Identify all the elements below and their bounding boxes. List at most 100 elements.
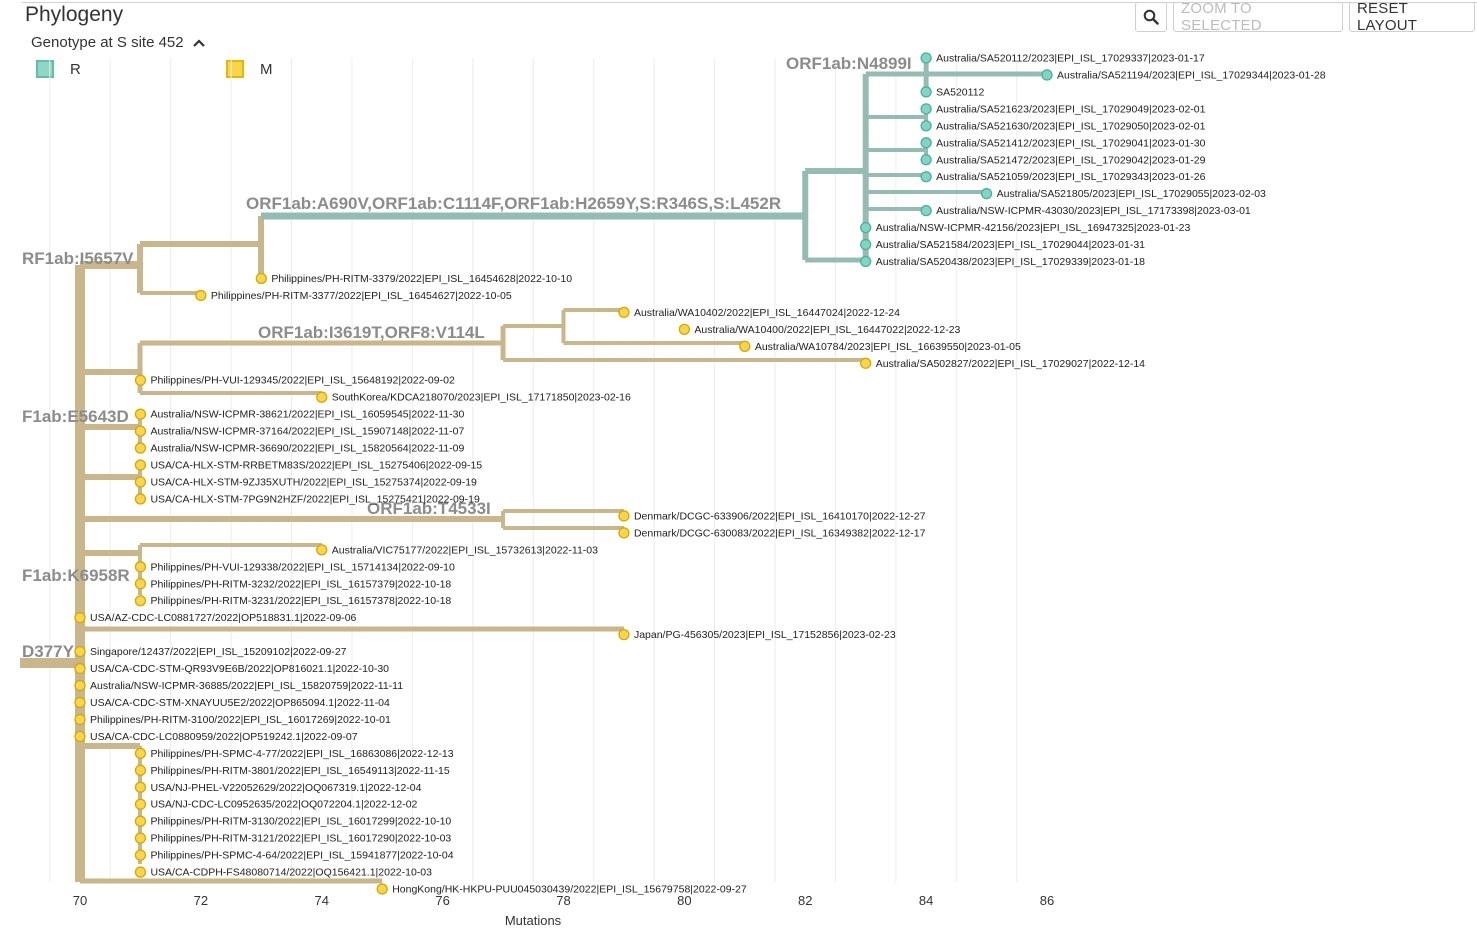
- tip-label[interactable]: USA/CA-CDC-LC0880959/2022|OP519242.1|202…: [90, 731, 358, 743]
- tip-node[interactable]: [678, 323, 691, 336]
- legend-item-m[interactable]: M: [226, 60, 273, 78]
- tip-label[interactable]: Australia/SA521805/2023|EPI_ISL_17029055…: [997, 188, 1266, 200]
- tip-node[interactable]: [920, 154, 932, 166]
- search-icon-button[interactable]: [1135, 2, 1167, 32]
- tip-node[interactable]: [255, 272, 267, 285]
- tip-label[interactable]: USA/CA-CDPH-FS48080714/2022|OQ156421.1|2…: [150, 867, 432, 879]
- tip-label[interactable]: Philippines/PH-VUI-129345/2022|EPI_ISL_1…: [150, 375, 455, 387]
- tip-label[interactable]: Singapore/12437/2022|EPI_ISL_15209102|20…: [90, 646, 347, 658]
- tip-label[interactable]: Philippines/PH-RITM-3130/2022|EPI_ISL_16…: [150, 816, 451, 828]
- tip-node[interactable]: [74, 713, 86, 726]
- tip-node[interactable]: [134, 849, 147, 861]
- tip-node[interactable]: [74, 645, 86, 658]
- tip-label[interactable]: Australia/WA10400/2022|EPI_ISL_16447022|…: [694, 324, 960, 336]
- tip-label[interactable]: USA/CA-HLX-STM-RRBETM83S/2022|EPI_ISL_15…: [150, 460, 482, 472]
- tip-node[interactable]: [134, 493, 147, 505]
- tip-node[interactable]: [134, 595, 147, 607]
- tip-label[interactable]: Philippines/PH-RITM-3377/2022|EPI_ISL_16…: [211, 290, 512, 302]
- tip-label[interactable]: Australia/WA10784/2023|EPI_ISL_16639550|…: [755, 341, 1021, 353]
- tip-node[interactable]: [74, 730, 86, 743]
- chevron-up-icon[interactable]: [192, 38, 206, 48]
- reset-layout-button[interactable]: RESET LAYOUT: [1349, 0, 1475, 34]
- tip-node[interactable]: [920, 171, 932, 183]
- tip-label[interactable]: Philippines/PH-VUI-129338/2022|EPI_ISL_1…: [150, 561, 455, 573]
- tip-node[interactable]: [618, 306, 630, 319]
- tip-label[interactable]: Denmark/DCGC-630083/2022|EPI_ISL_1634938…: [634, 527, 926, 539]
- tip-label[interactable]: Australia/WA10402/2022|EPI_ISL_16447024|…: [634, 307, 900, 319]
- tip-label[interactable]: HongKong/HK-HKPU-PUU045030439/2022|EPI_I…: [392, 884, 747, 896]
- tip-label[interactable]: Australia/NSW-ICPMR-36690/2022|EPI_ISL_1…: [150, 443, 464, 455]
- tip-node[interactable]: [134, 747, 147, 760]
- tip-label[interactable]: USA/CA-CDC-STM-QR93V9E6B/2022|OP816021.1…: [90, 663, 389, 675]
- tip-node[interactable]: [134, 425, 147, 437]
- tip-node[interactable]: [316, 544, 328, 556]
- tip-node[interactable]: [134, 408, 147, 420]
- tip-node[interactable]: [74, 662, 86, 675]
- tip-label[interactable]: USA/CA-HLX-STM-9ZJ35XUTH/2022|EPI_ISL_15…: [150, 477, 477, 489]
- tip-node[interactable]: [134, 578, 147, 590]
- tip-label[interactable]: Philippines/PH-RITM-3121/2022|EPI_ISL_16…: [150, 833, 451, 845]
- tip-node[interactable]: [618, 510, 630, 522]
- tip-node[interactable]: [920, 103, 932, 115]
- tip-label[interactable]: Australia/SA521194/2023|EPI_ISL_17029344…: [1057, 69, 1326, 81]
- tip-node[interactable]: [134, 815, 147, 827]
- tip-label[interactable]: Australia/SA521584/2023|EPI_ISL_17029044…: [876, 239, 1145, 251]
- tip-node[interactable]: [316, 391, 328, 403]
- tip-label[interactable]: Australia/SA521472/2023|EPI_ISL_17029042…: [936, 154, 1205, 166]
- tip-node[interactable]: [134, 866, 147, 878]
- tip-node[interactable]: [134, 561, 147, 573]
- tip-node[interactable]: [74, 696, 86, 709]
- tip-node[interactable]: [195, 289, 207, 302]
- tip-node[interactable]: [74, 612, 86, 624]
- tip-node[interactable]: [920, 204, 932, 217]
- tip-label[interactable]: Australia/SA520438/2023|EPI_ISL_17029339…: [876, 256, 1145, 268]
- tip-node[interactable]: [618, 628, 630, 641]
- tip-node[interactable]: [134, 459, 147, 471]
- tip-label[interactable]: Australia/SA521059/2023|EPI_ISL_17029343…: [936, 171, 1205, 183]
- tip-label[interactable]: Philippines/PH-SPMC-4-77/2022|EPI_ISL_16…: [150, 748, 453, 760]
- tip-node[interactable]: [860, 255, 872, 268]
- tip-label[interactable]: Philippines/PH-RITM-3801/2022|EPI_ISL_16…: [150, 765, 449, 777]
- tip-node[interactable]: [980, 188, 993, 200]
- tip-label[interactable]: Australia/NSW-ICPMR-38621/2022|EPI_ISL_1…: [150, 409, 464, 421]
- tip-label[interactable]: Australia/NSW-ICPMR-36885/2022|EPI_ISL_1…: [90, 680, 403, 692]
- tip-node[interactable]: [739, 340, 751, 352]
- tip-label[interactable]: Denmark/DCGC-633906/2022|EPI_ISL_1641017…: [634, 510, 926, 522]
- tip-label[interactable]: Australia/NSW-ICPMR-43030/2023|EPI_ISL_1…: [936, 205, 1251, 217]
- tip-label[interactable]: Australia/SA521630/2023|EPI_ISL_17029050…: [936, 120, 1205, 132]
- tip-label[interactable]: Australia/SA502827/2022|EPI_ISL_17029027…: [876, 358, 1145, 370]
- tip-node[interactable]: [1041, 69, 1053, 81]
- tip-label[interactable]: Australia/SA521623/2023|EPI_ISL_17029049…: [936, 103, 1205, 115]
- tip-node[interactable]: [920, 120, 932, 132]
- tip-label[interactable]: USA/AZ-CDC-LC0881727/2022|OP518831.1|202…: [90, 612, 357, 624]
- tip-node[interactable]: [134, 832, 147, 844]
- tip-node[interactable]: [134, 781, 147, 793]
- tip-node[interactable]: [860, 238, 872, 251]
- tip-node[interactable]: [134, 442, 147, 454]
- legend-title[interactable]: Genotype at S site 452: [31, 34, 206, 51]
- tip-node[interactable]: [134, 374, 147, 386]
- tip-label[interactable]: Philippines/PH-RITM-3231/2022|EPI_ISL_16…: [150, 595, 451, 607]
- tip-node[interactable]: [134, 476, 147, 488]
- tip-node[interactable]: [920, 137, 932, 149]
- zoom-to-selected-button[interactable]: ZOOM TO SELECTED: [1173, 0, 1343, 34]
- tip-label[interactable]: USA/CA-CDC-STM-XNAYUU5E2/2022|OP865094.1…: [90, 697, 390, 709]
- tip-label[interactable]: Australia/SA521412/2023|EPI_ISL_17029041…: [936, 137, 1205, 149]
- tip-node[interactable]: [74, 679, 86, 692]
- tip-node[interactable]: [376, 883, 388, 895]
- tip-node[interactable]: [134, 764, 147, 776]
- tip-label[interactable]: Australia/NSW-ICPMR-37164/2022|EPI_ISL_1…: [150, 426, 464, 438]
- tip-node[interactable]: [860, 221, 872, 234]
- tip-label[interactable]: Australia/NSW-ICPMR-42156/2023|EPI_ISL_1…: [876, 222, 1191, 234]
- tip-node[interactable]: [920, 86, 932, 98]
- tip-label[interactable]: Philippines/PH-SPMC-4-64/2022|EPI_ISL_15…: [150, 850, 453, 862]
- tip-label[interactable]: USA/CA-HLX-STM-7PG9N2HZF/2022|EPI_ISL_15…: [150, 493, 480, 505]
- tip-label[interactable]: USA/NJ-PHEL-V22052629/2022|OQ067319.1|20…: [150, 782, 421, 794]
- tip-label[interactable]: SouthKorea/KDCA218070/2023|EPI_ISL_17171…: [332, 392, 631, 404]
- tip-label[interactable]: USA/NJ-CDC-LC0952635/2022|OQ072204.1|202…: [150, 799, 417, 811]
- tip-label[interactable]: Australia/VIC75177/2022|EPI_ISL_15732613…: [332, 544, 598, 556]
- tip-label[interactable]: Philippines/PH-RITM-3100/2022|EPI_ISL_16…: [90, 714, 391, 726]
- tip-label[interactable]: SA520112: [936, 86, 984, 98]
- tip-label[interactable]: Philippines/PH-RITM-3232/2022|EPI_ISL_16…: [150, 578, 451, 590]
